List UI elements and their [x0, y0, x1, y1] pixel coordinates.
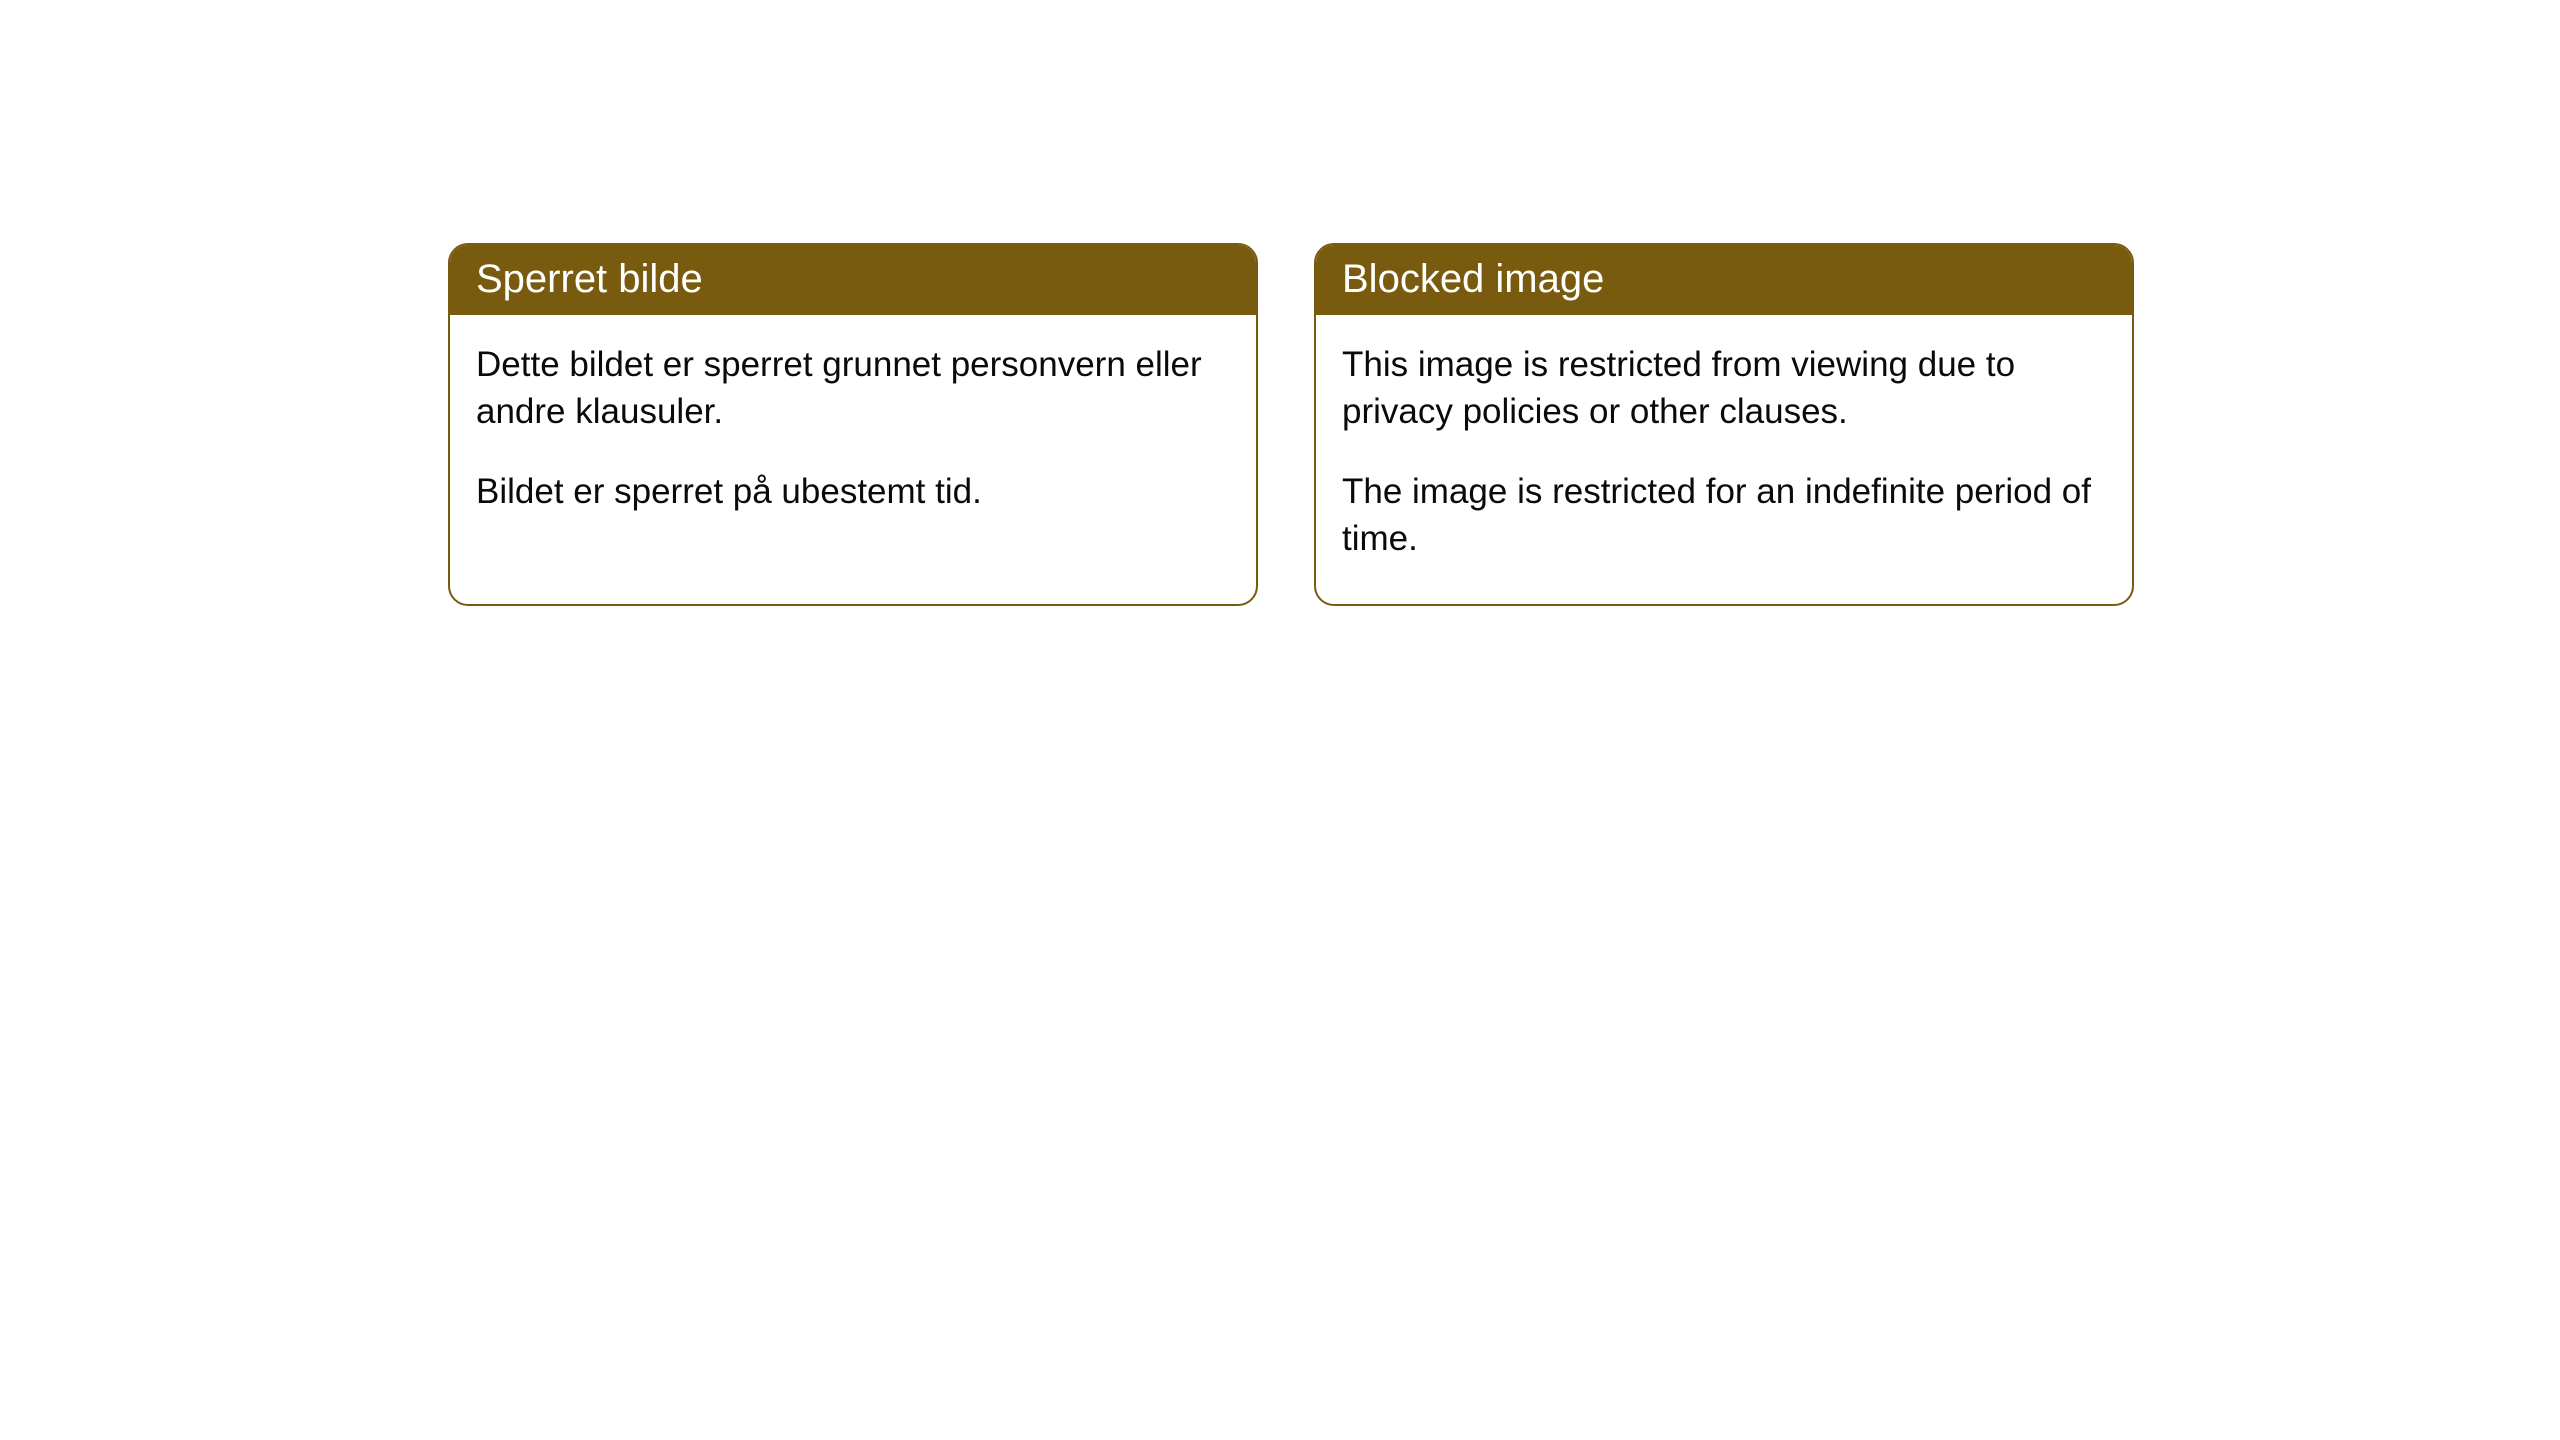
card-title-english: Blocked image	[1316, 245, 2132, 315]
card-body-english: This image is restricted from viewing du…	[1316, 315, 2132, 604]
card-body-norwegian: Dette bildet er sperret grunnet personve…	[450, 315, 1256, 557]
card-paragraph-1-english: This image is restricted from viewing du…	[1342, 341, 2106, 436]
blocked-image-card-norwegian: Sperret bilde Dette bildet er sperret gr…	[448, 243, 1258, 606]
blocked-image-card-english: Blocked image This image is restricted f…	[1314, 243, 2134, 606]
card-paragraph-2-english: The image is restricted for an indefinit…	[1342, 468, 2106, 563]
notice-container: Sperret bilde Dette bildet er sperret gr…	[0, 0, 2560, 606]
card-paragraph-2-norwegian: Bildet er sperret på ubestemt tid.	[476, 468, 1230, 515]
card-paragraph-1-norwegian: Dette bildet er sperret grunnet personve…	[476, 341, 1230, 436]
card-title-norwegian: Sperret bilde	[450, 245, 1256, 315]
